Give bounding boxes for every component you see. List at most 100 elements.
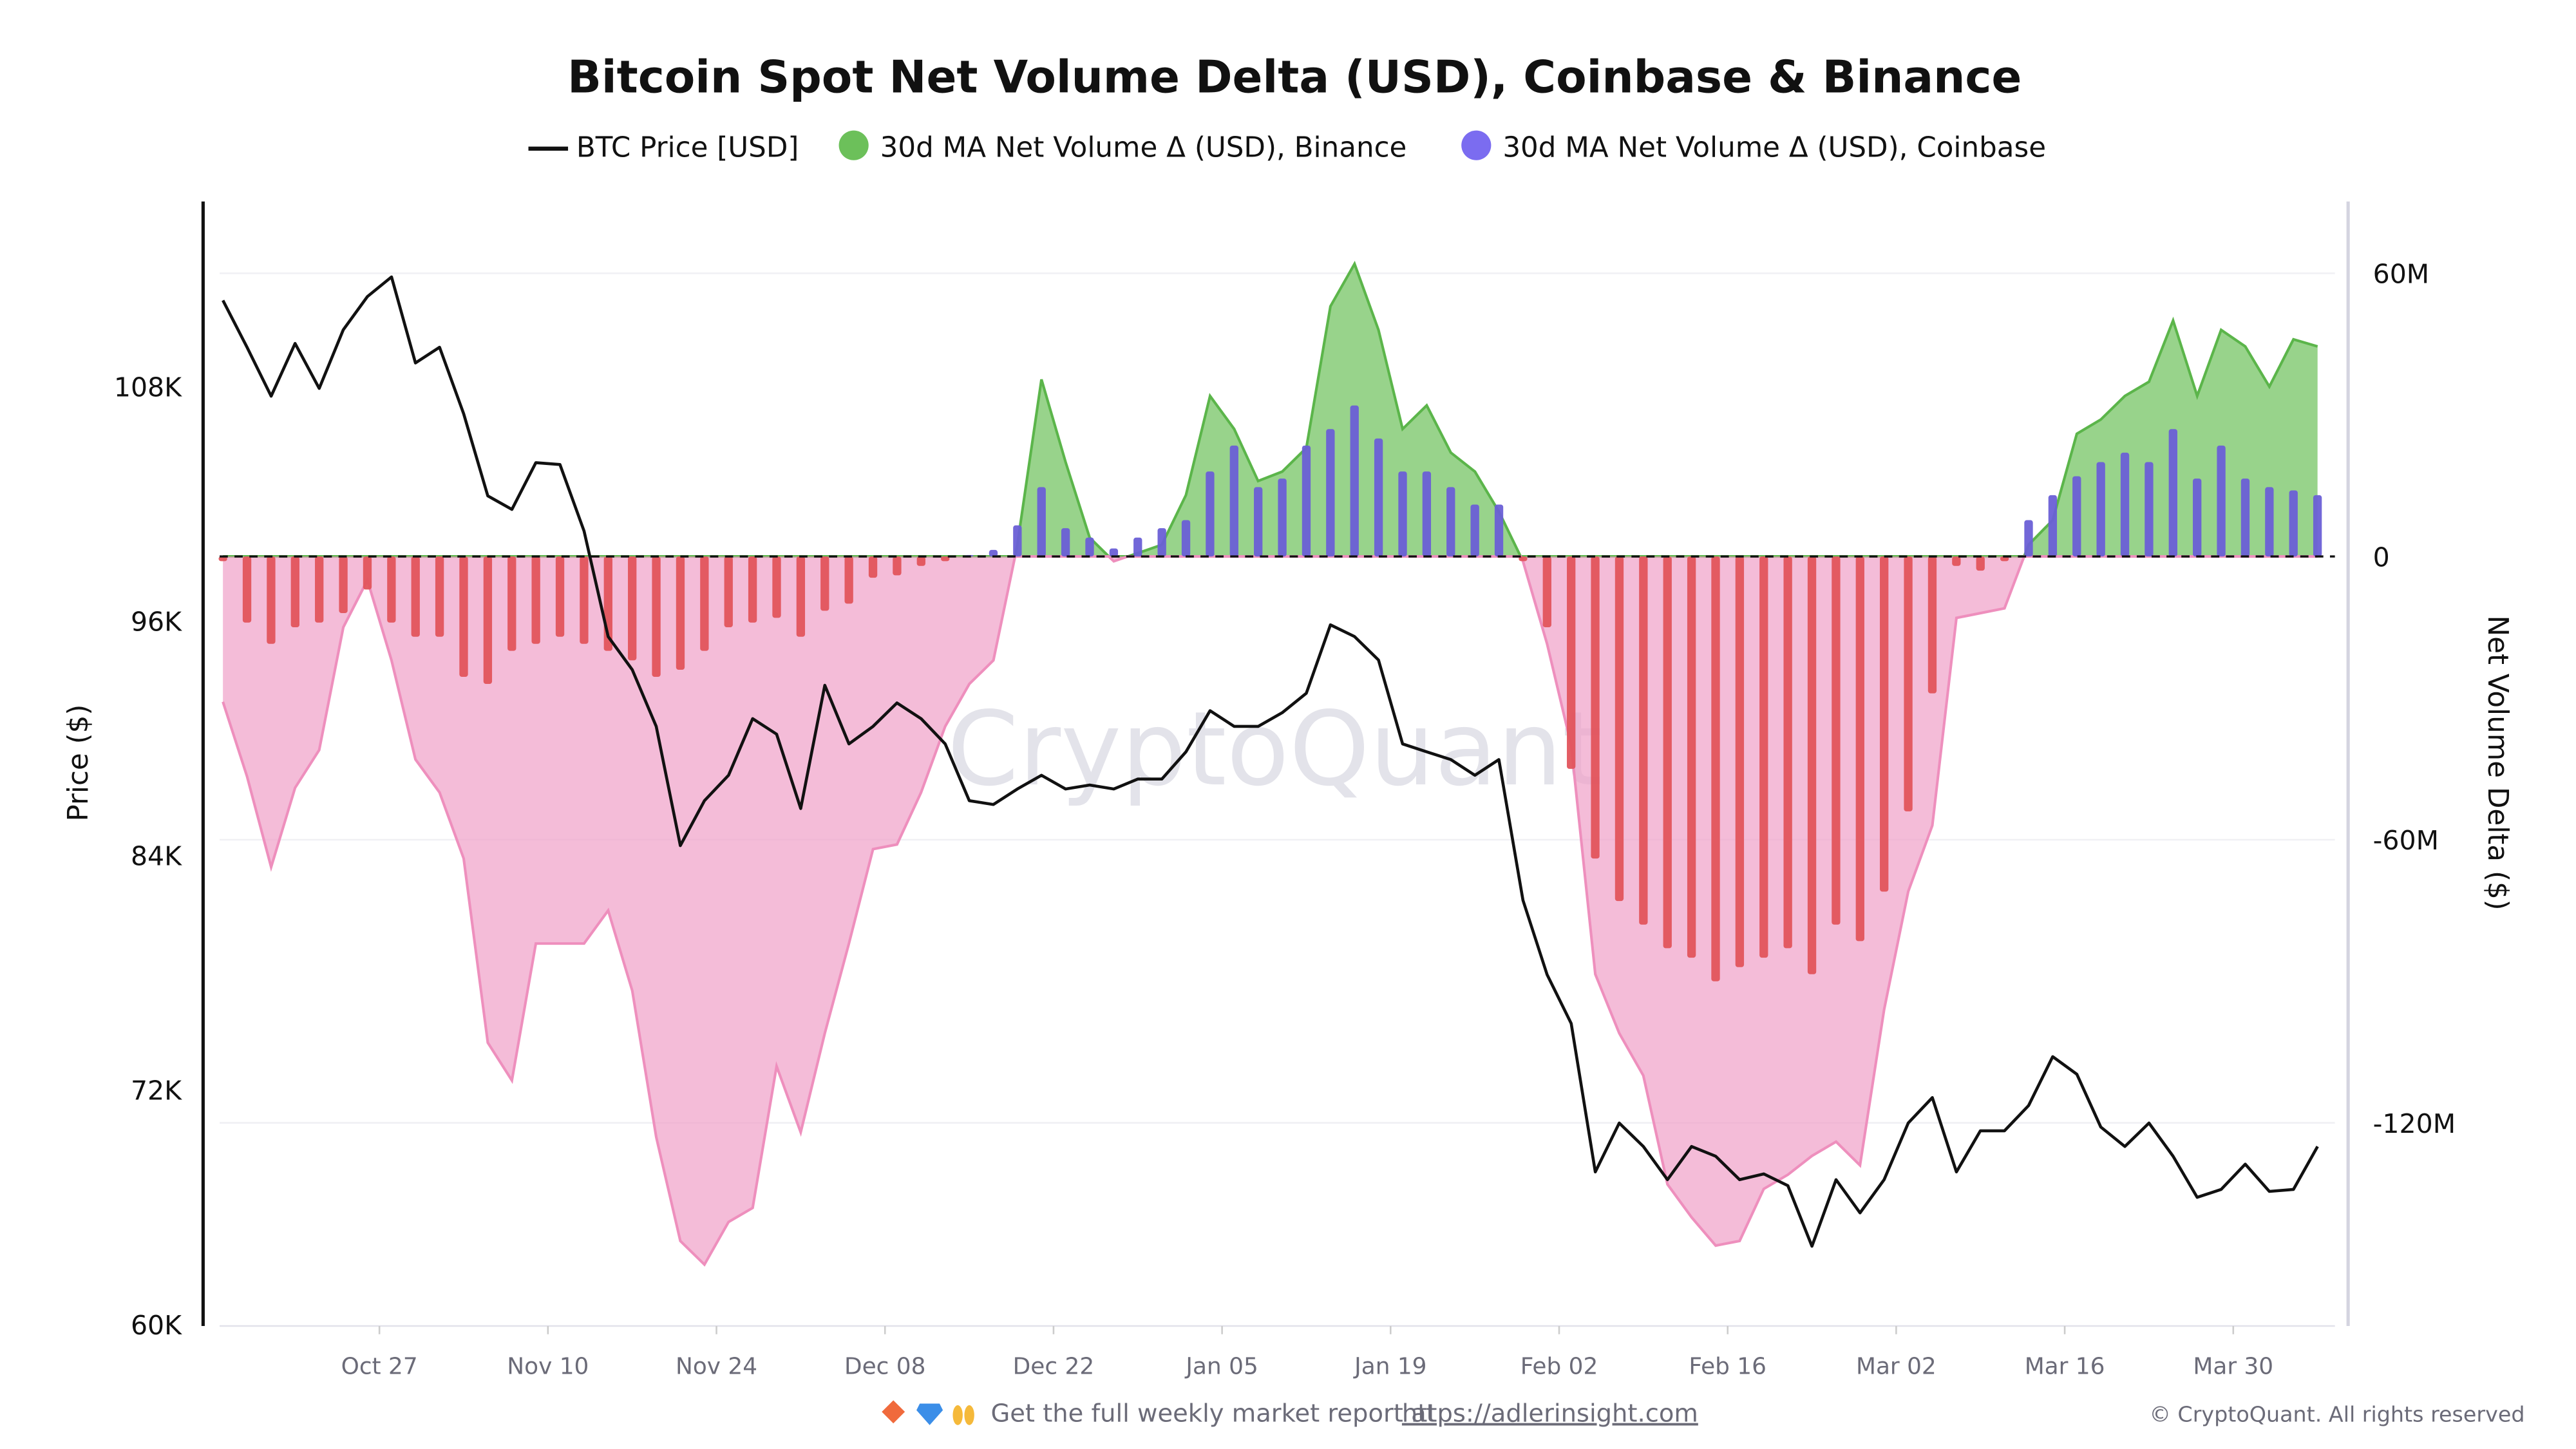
left-tick-label: 72K: [131, 1075, 182, 1106]
x-tick-label: Jan 19: [1353, 1353, 1426, 1379]
coinbase-bar: [893, 556, 902, 576]
legend-item-price[interactable]: BTC Price [USD]: [528, 132, 799, 164]
x-tick-label: Dec 22: [1013, 1353, 1094, 1379]
left-tick-label: 96K: [131, 606, 182, 637]
coinbase-bar: [820, 556, 829, 611]
chart-title: Bitcoin Spot Net Volume Delta (USD), Coi…: [567, 52, 2022, 104]
left-tick-label: 60K: [131, 1310, 182, 1341]
legend: BTC Price [USD] 30d MA Net Volume Δ (USD…: [528, 130, 2046, 164]
coinbase-bar: [267, 556, 276, 644]
gem-icon: [916, 1403, 943, 1425]
coinbase-bar: [1422, 471, 1432, 557]
coinbase-bar: [1519, 556, 1528, 562]
coinbase-bar: [1229, 445, 1238, 557]
coinbase-bar: [1952, 556, 1961, 566]
legend-label: 30d MA Net Volume Δ (USD), Binance: [880, 132, 1407, 164]
coinbase-bar: [2240, 478, 2250, 557]
coinbase-bar: [1807, 556, 1817, 974]
promo-text: Get the full weekly market report at: [990, 1399, 1435, 1428]
coinbase-bar: [1013, 525, 1022, 557]
left-tick-label: 108K: [114, 372, 182, 402]
coinbase-bar: [2193, 478, 2202, 557]
coinbase-bar: [1832, 556, 1841, 925]
coinbase-bar: [1615, 556, 1624, 902]
coinbase-bar: [1109, 548, 1119, 557]
coinbase-bar: [1061, 528, 1070, 557]
coinbase-bar: [387, 556, 396, 623]
coinbase-bar: [2313, 495, 2322, 557]
coinbase-bar: [1711, 556, 1720, 981]
x-tick-label: Mar 02: [1856, 1353, 1937, 1379]
coinbase-bar: [1446, 487, 1455, 557]
coinbase-bar: [580, 556, 589, 644]
coinbase-bar: [507, 556, 516, 651]
coinbase-bar: [941, 556, 950, 562]
coinbase-bar: [1639, 556, 1648, 925]
coinbase-bar: [1374, 438, 1383, 557]
coinbase-bar: [652, 556, 661, 677]
coinbase-bar: [724, 556, 733, 628]
coinbase-bar: [628, 556, 637, 661]
coinbase-bar: [676, 556, 685, 670]
legend-item-binance[interactable]: 30d MA Net Volume Δ (USD), Binance: [838, 130, 1407, 164]
coinbase-bar: [315, 556, 324, 623]
coinbase-bar: [1398, 471, 1407, 557]
coinbase-bar: [1783, 556, 1792, 949]
coinbase-bar: [1350, 405, 1359, 557]
coinbase-bar: [1181, 520, 1191, 557]
coinbase-bar: [1037, 487, 1046, 557]
x-tick-label: Feb 16: [1689, 1353, 1766, 1379]
coinbase-bar: [2145, 462, 2154, 557]
btc-price-line: [222, 275, 2319, 1248]
coinbase-bar: [700, 556, 709, 651]
raised-hands-icon: [952, 1405, 974, 1425]
price-line: [222, 275, 2319, 1248]
coinbase-bar: [1591, 556, 1600, 859]
x-tick-label: Nov 10: [507, 1353, 589, 1379]
left-axis-ticks: 108K 96K 84K 72K 60K: [114, 372, 182, 1340]
coinbase-bar: [1735, 556, 1745, 967]
coinbase-bar: [1326, 429, 1335, 557]
legend-label: 30d MA Net Volume Δ (USD), Coinbase: [1502, 132, 2046, 164]
binance-negative-area: [223, 556, 2318, 1265]
coinbase-bar: [363, 556, 372, 590]
coinbase-bar: [796, 556, 806, 637]
coinbase-bar: [1085, 537, 1094, 557]
coinbase-bar: [339, 556, 348, 614]
coinbase-bar: [1880, 556, 1889, 892]
coinbase-bar: [2217, 445, 2226, 557]
legend-label: BTC Price [USD]: [576, 132, 799, 164]
coinbase-bar: [1663, 556, 1672, 949]
x-tick-label: Mar 30: [2193, 1353, 2273, 1379]
x-tick-label: Jan 05: [1184, 1353, 1258, 1379]
coinbase-bar: [1494, 504, 1504, 557]
coinbase-bar: [2168, 429, 2177, 557]
right-axis-ticks: 60M 0 -60M -120M: [2373, 259, 2456, 1139]
coinbase-bar: [989, 549, 998, 557]
dot-marker-icon: [838, 130, 869, 160]
x-tick-label: Dec 08: [844, 1353, 925, 1379]
right-axis-label: Net Volume Delta ($): [2481, 616, 2514, 911]
coinbase-bar: [2000, 556, 2009, 562]
coinbase-bar: [2048, 495, 2058, 557]
x-tick-label: Feb 02: [1520, 1353, 1598, 1379]
coinbase-bar: [1759, 556, 1768, 958]
footer: Get the full weekly market report at htt…: [882, 1399, 2525, 1428]
coinbase-bar: [2096, 462, 2105, 557]
coinbase-bar: [1567, 556, 1576, 769]
report-link[interactable]: https://adlerinsight.com: [1402, 1399, 1698, 1428]
coinbase-bar: [748, 556, 757, 623]
coinbase-bar: [290, 556, 299, 628]
legend-item-coinbase[interactable]: 30d MA Net Volume Δ (USD), Coinbase: [1461, 130, 2046, 164]
coinbase-bar: [1542, 556, 1551, 628]
dot-marker-icon: [1461, 130, 1492, 160]
coinbase-bar: [1133, 537, 1142, 557]
coinbase-bar: [2024, 520, 2033, 557]
coinbase-bar: [531, 556, 540, 644]
coinbase-bar: [2265, 487, 2274, 557]
coinbase-bar: [1278, 478, 1287, 557]
coinbase-bar: [2289, 490, 2298, 557]
right-tick-label: -120M: [2373, 1108, 2456, 1139]
coinbase-bar: [1927, 556, 1937, 694]
